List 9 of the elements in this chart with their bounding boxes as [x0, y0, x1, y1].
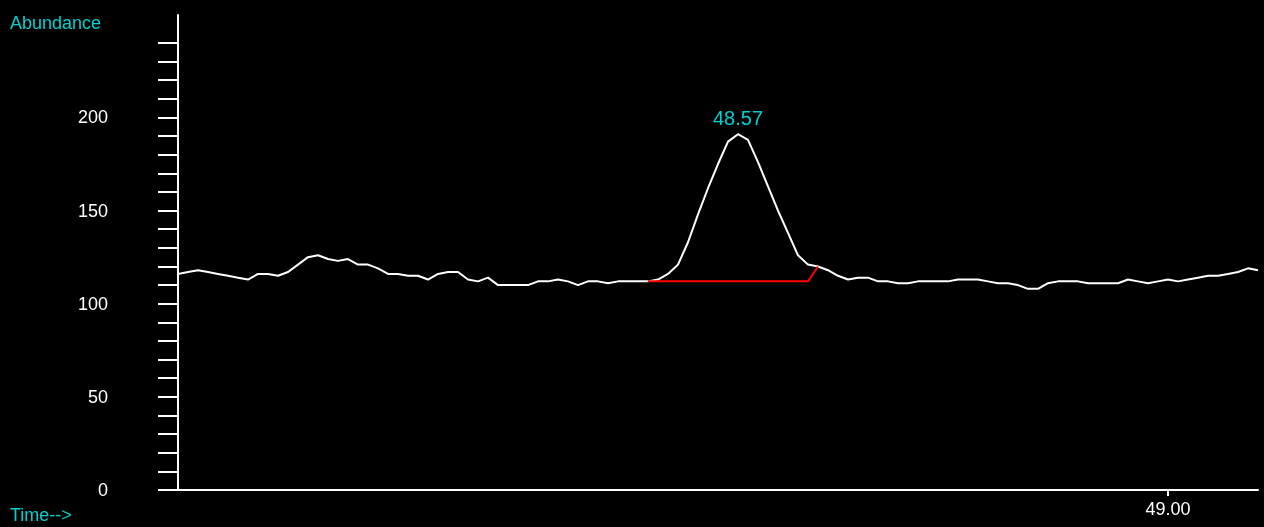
y-tick-label: 100 — [77, 293, 108, 314]
y-tick-label: 150 — [77, 200, 108, 221]
y-tick-label: 0 — [97, 480, 108, 500]
y-tick-label: 200 — [77, 107, 108, 128]
y-tick-label: 50 — [87, 386, 108, 407]
x-tick-label: 49.00 — [1145, 499, 1191, 519]
y-axis-title: Abundance — [10, 13, 102, 33]
annotation: 48.57 — [712, 107, 764, 130]
x-axis-title: Time--> — [10, 505, 72, 525]
